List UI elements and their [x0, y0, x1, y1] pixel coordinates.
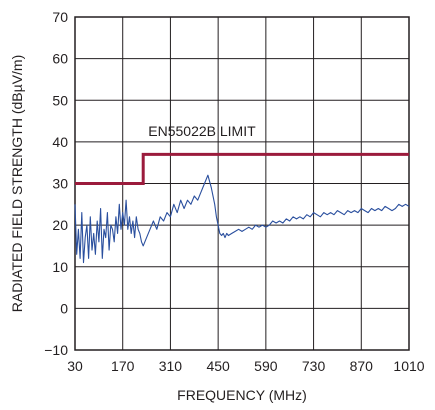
- x-tick-label: 870: [350, 358, 374, 374]
- grid-lines: [75, 17, 409, 350]
- y-tick-label: 60: [52, 51, 68, 67]
- x-tick-label: 450: [206, 358, 230, 374]
- y-tick-label: 20: [52, 217, 68, 233]
- measured-emissions-line: [74, 174, 410, 264]
- y-tick-label: 30: [52, 176, 68, 192]
- y-tick-labels: −10 0 10 20 30 40 50 60 70: [44, 9, 68, 358]
- y-axis-title: RADIATED FIELD STRENGTH (dBµV/m): [9, 55, 25, 313]
- x-tick-label: 310: [159, 358, 183, 374]
- x-tick-label: 1010: [393, 358, 424, 374]
- x-tick-label: 730: [302, 358, 326, 374]
- series-layer: [74, 152, 410, 264]
- x-tick-label: 590: [254, 358, 278, 374]
- x-axis-title: FREQUENCY (MHz): [177, 387, 307, 403]
- limit-annotation: EN55022B LIMIT: [148, 123, 256, 139]
- y-tick-label: −10: [44, 342, 68, 358]
- x-tick-labels: 30 170 310 450 590 730 870 1010: [67, 358, 425, 374]
- y-tick-label: 0: [60, 300, 68, 316]
- limit-line: [75, 152, 409, 185]
- y-tick-label: 40: [52, 134, 68, 150]
- y-tick-label: 10: [52, 259, 68, 275]
- y-tick-label: 50: [52, 92, 68, 108]
- x-tick-label: 170: [111, 358, 135, 374]
- y-tick-label: 70: [52, 9, 68, 25]
- x-tick-label: 30: [67, 358, 83, 374]
